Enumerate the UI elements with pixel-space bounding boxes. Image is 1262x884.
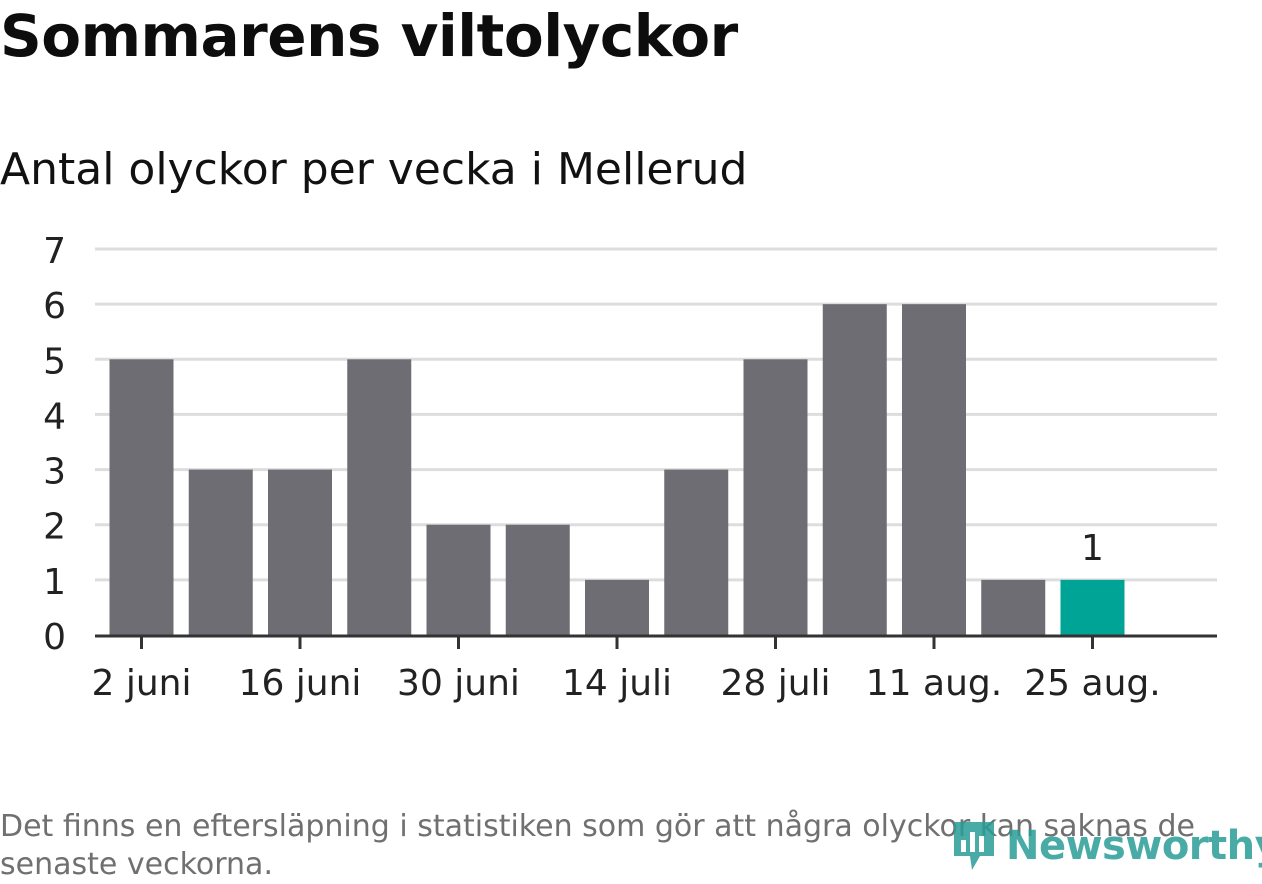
bar <box>1060 579 1125 635</box>
chart-subtitle: Antal olyckor per vecka i Mellerud <box>0 144 748 195</box>
bar <box>188 469 253 635</box>
bar <box>347 359 412 635</box>
y-tick-label: 4 <box>43 396 66 437</box>
y-tick-label: 5 <box>43 341 66 382</box>
y-tick-label: 3 <box>43 452 66 493</box>
x-tick-label: 11 aug. <box>866 663 1002 704</box>
logo-text: Newsworthy <box>1006 823 1262 869</box>
y-tick-label: 1 <box>43 562 66 603</box>
bar <box>426 524 491 635</box>
bar <box>981 579 1046 635</box>
y-tick-label: 2 <box>43 507 66 548</box>
bar <box>585 579 649 635</box>
bar <box>743 359 808 635</box>
x-tick-label: 16 juni <box>239 663 362 704</box>
bar <box>109 359 174 635</box>
bar <box>822 304 887 635</box>
x-tick-label: 30 juni <box>397 663 520 704</box>
bar <box>505 524 570 635</box>
chart-title: Sommarens viltolyckor <box>0 2 738 70</box>
bar <box>268 469 332 635</box>
x-tick-label: 25 aug. <box>1024 663 1160 704</box>
bar <box>664 469 729 635</box>
newsworthy-logo: Newsworthy <box>950 816 1262 876</box>
footnote: Det finns en eftersläpning i statistiken… <box>0 809 1195 882</box>
newsworthy-logo-icon <box>954 822 994 870</box>
x-tick-label: 2 juni <box>92 663 192 704</box>
x-tick-label: 14 juli <box>562 663 672 704</box>
y-tick-label: 7 <box>43 231 66 272</box>
y-tick-label: 0 <box>43 617 66 658</box>
y-tick-label: 6 <box>43 286 66 327</box>
bar <box>902 304 966 635</box>
data-label: 1 <box>1081 528 1104 569</box>
x-tick-label: 28 juli <box>720 663 830 704</box>
